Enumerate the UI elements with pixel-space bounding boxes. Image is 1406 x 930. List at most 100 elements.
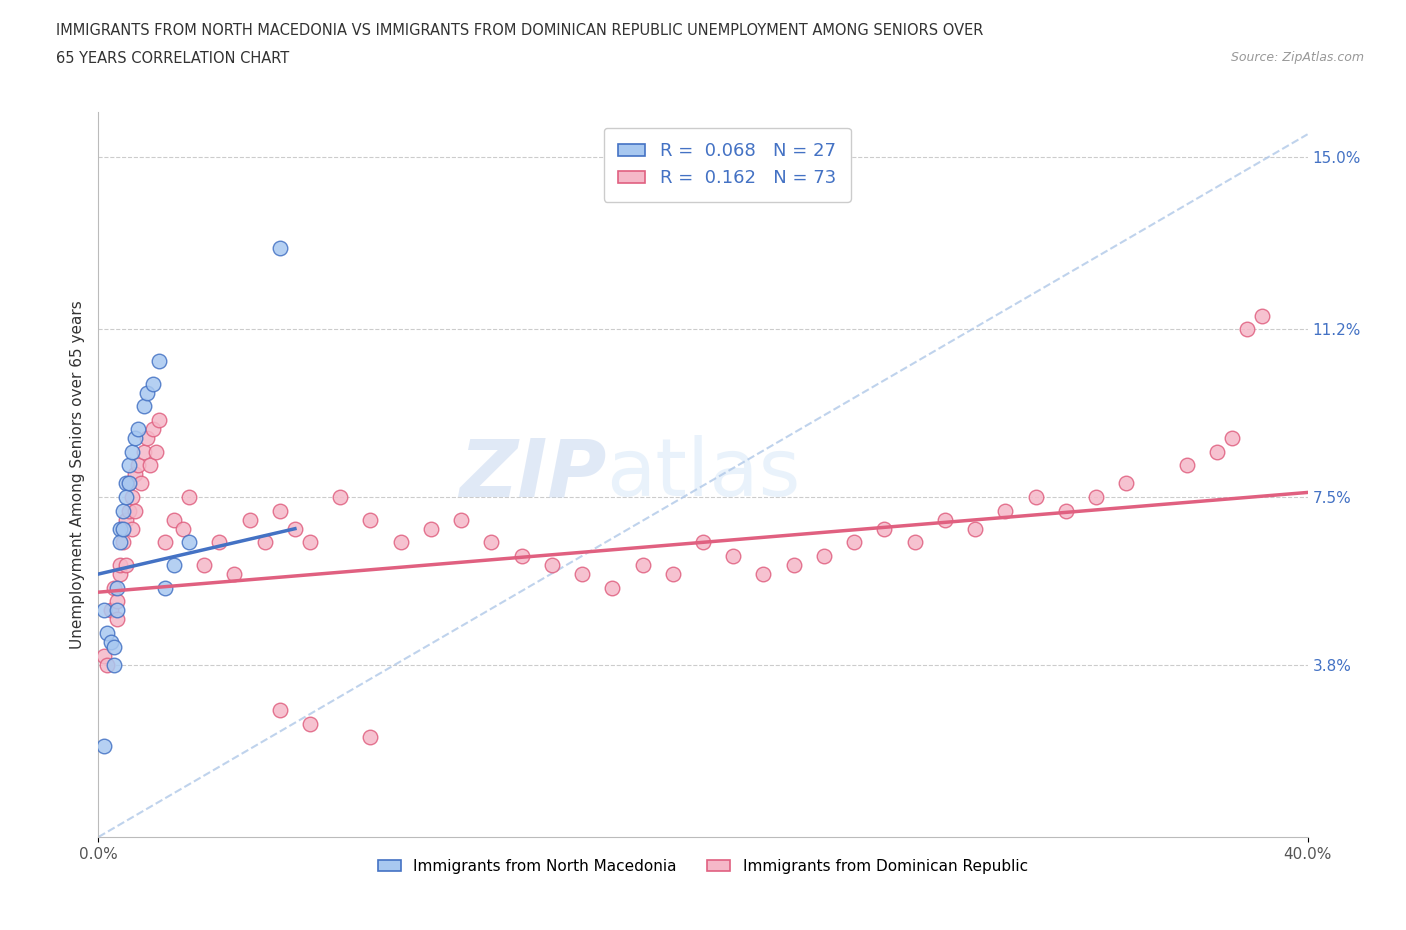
Point (179, 535, 201, 550)
Point (692, 535, 714, 550)
Point (93, 738, 115, 753)
Point (139, 458, 162, 472)
Point (114, 489, 136, 504)
Point (103, 639, 125, 654)
Point (253, 535, 276, 550)
Point (540, 558, 562, 573)
Point (118, 476, 141, 491)
Point (269, 503, 291, 518)
Point (103, 580, 125, 595)
Point (1175, 458, 1198, 472)
Point (105, 594, 128, 609)
Point (224, 566, 246, 581)
Point (153, 535, 176, 550)
Point (111, 535, 134, 550)
Point (299, 535, 322, 550)
Point (179, 489, 201, 504)
Point (111, 521, 134, 536)
Point (111, 521, 134, 536)
Point (163, 558, 186, 573)
Point (481, 535, 503, 550)
Point (1251, 308, 1274, 323)
Point (844, 535, 866, 550)
Point (1206, 445, 1229, 459)
Point (105, 603, 128, 618)
Point (723, 549, 745, 564)
Point (108, 521, 131, 536)
Point (360, 512, 382, 527)
Point (783, 558, 806, 573)
Point (602, 580, 624, 595)
Point (127, 421, 149, 436)
Text: 65 YEARS CORRELATION CHART: 65 YEARS CORRELATION CHART (56, 51, 290, 66)
Point (239, 512, 262, 527)
Point (571, 566, 593, 581)
Point (752, 566, 775, 581)
Point (153, 580, 176, 595)
Point (93, 603, 115, 618)
Y-axis label: Unemployment Among Seniors over 65 years: Unemployment Among Seniors over 65 years (69, 300, 84, 649)
Point (124, 431, 146, 445)
Point (142, 421, 165, 436)
Point (284, 521, 307, 536)
Point (631, 558, 654, 573)
Point (114, 512, 136, 527)
Point (329, 489, 352, 504)
Point (208, 535, 231, 550)
Legend: Immigrants from North Macedonia, Immigrants from Dominican Republic: Immigrants from North Macedonia, Immigra… (373, 853, 1033, 880)
Point (111, 503, 134, 518)
Point (163, 512, 186, 527)
Text: ZIP: ZIP (458, 435, 606, 513)
Point (934, 512, 956, 527)
Point (96, 626, 118, 641)
Point (135, 431, 157, 445)
Point (105, 580, 128, 595)
Point (108, 558, 131, 573)
Point (105, 612, 128, 627)
Point (450, 512, 472, 527)
Point (661, 566, 683, 581)
Point (873, 521, 896, 536)
Text: atlas: atlas (606, 435, 800, 513)
Point (100, 634, 122, 649)
Point (93, 648, 115, 663)
Point (100, 603, 122, 618)
Point (132, 399, 155, 414)
Point (108, 535, 131, 550)
Point (121, 521, 143, 536)
Point (118, 503, 141, 518)
Point (114, 476, 136, 491)
Point (1085, 489, 1108, 504)
Point (96, 658, 118, 672)
Point (904, 535, 927, 550)
Point (121, 489, 143, 504)
Point (121, 445, 143, 459)
Point (1024, 489, 1046, 504)
Point (124, 467, 146, 482)
Text: Source: ZipAtlas.com: Source: ZipAtlas.com (1230, 51, 1364, 64)
Point (135, 385, 157, 400)
Point (269, 240, 291, 255)
Point (420, 521, 443, 536)
Point (1220, 431, 1243, 445)
Point (994, 503, 1017, 518)
Point (813, 549, 835, 564)
Point (118, 458, 141, 472)
Point (1115, 476, 1137, 491)
Point (1054, 503, 1077, 518)
Point (389, 535, 412, 550)
Point (299, 716, 322, 731)
Point (142, 376, 165, 391)
Point (510, 549, 533, 564)
Point (172, 521, 194, 536)
Point (360, 730, 382, 745)
Point (269, 703, 291, 718)
Text: IMMIGRANTS FROM NORTH MACEDONIA VS IMMIGRANTS FROM DOMINICAN REPUBLIC UNEMPLOYME: IMMIGRANTS FROM NORTH MACEDONIA VS IMMIG… (56, 23, 984, 38)
Point (148, 413, 170, 428)
Point (118, 476, 141, 491)
Point (108, 566, 131, 581)
Point (148, 353, 170, 368)
Point (124, 503, 146, 518)
Point (193, 558, 215, 573)
Point (145, 445, 167, 459)
